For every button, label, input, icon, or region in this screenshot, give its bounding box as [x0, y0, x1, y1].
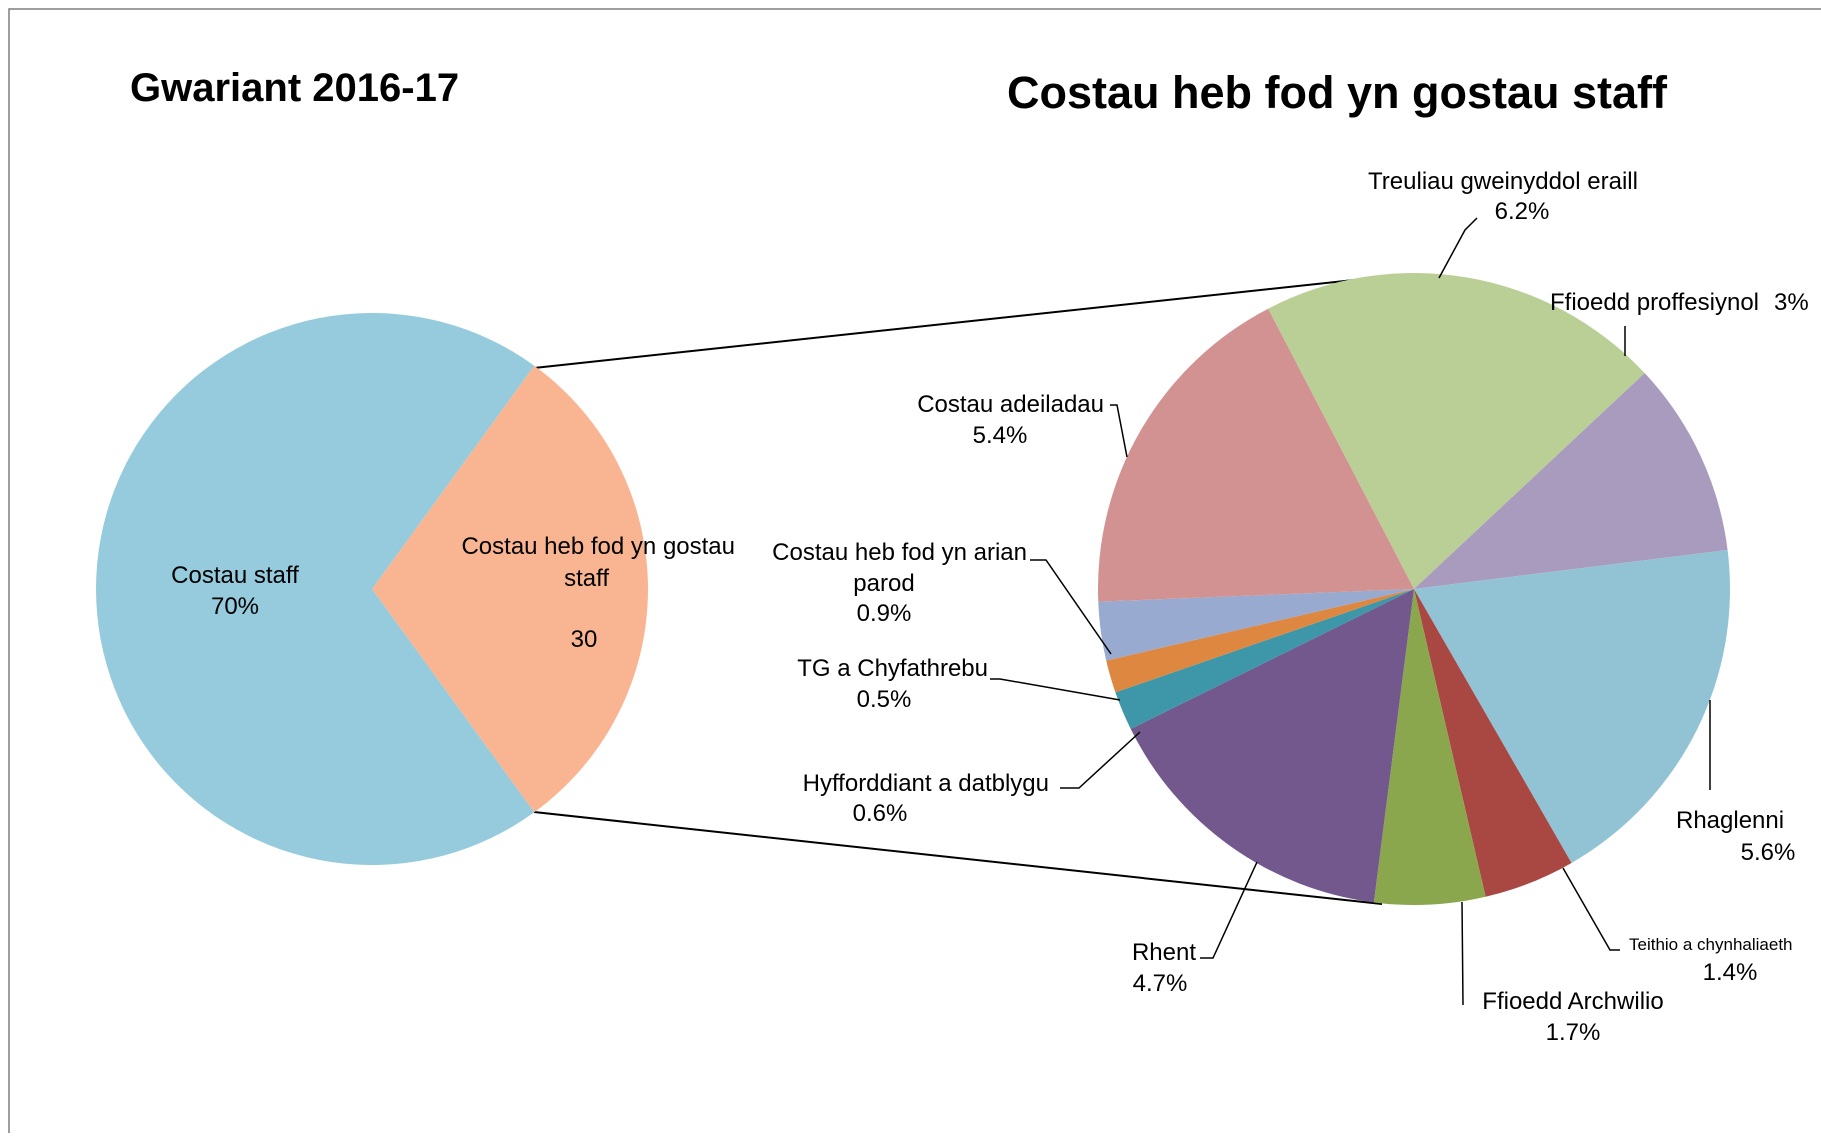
label-rhent-value: 4.7% — [1133, 970, 1188, 997]
connector-line-bottom — [533, 811, 1383, 905]
label-tg-name: TG a Chyfathrebu — [797, 655, 988, 682]
label-rhaglenni-name: Rhaglenni — [1676, 807, 1784, 834]
label-costau-heb-arian-value: 0.9% — [857, 600, 912, 627]
label-costau-heb-arian-name-line2: parod — [853, 570, 914, 597]
label-rhent-name: Rhent — [1132, 939, 1196, 966]
label-rhaglenni-value: 5.6% — [1741, 839, 1796, 866]
leader-line-costau-heb-arian — [1030, 559, 1112, 655]
leader-line-rhent — [1200, 861, 1258, 959]
left-pie-title: Gwariant 2016-17 — [130, 66, 459, 110]
connector-line-top — [533, 276, 1383, 369]
label-teithio-name: Teithio a chynhaliaeth — [1629, 935, 1793, 954]
right-pie-slice-rhaglenni — [1414, 549, 1731, 863]
label-costau-heb-fod-name-line1: Costau heb fod yn gostau — [461, 533, 735, 560]
right-pie-slice-ffioedd-archwilio — [1373, 589, 1486, 906]
label-costau-staff-value: 70% — [211, 593, 259, 620]
right-pie-slice-tg-a-chyfathrebu — [1106, 589, 1414, 693]
label-costau-staff-name: Costau staff — [171, 562, 299, 589]
label-costau-heb-fod-name-line2: staff — [564, 565, 609, 592]
leader-line-ffioedd-archwilio — [1461, 901, 1464, 1006]
right-pie-title: Costau heb fod yn gostau staff — [1007, 67, 1668, 118]
left-pie-slice-costau-heb-fod-yn-gostau-staff — [372, 365, 649, 813]
leader-line-hyfforddiant — [1060, 731, 1141, 789]
chart-border — [8, 8, 1821, 1138]
right-pie-slice-rhent — [1130, 589, 1414, 903]
label-costau-adeiladau-value: 5.4% — [973, 422, 1028, 449]
label-ffioedd-proffesiynol-value: 3% — [1774, 289, 1809, 316]
label-costau-adeiladau-name: Costau adeiladau — [917, 391, 1104, 418]
label-treuliau-name: Treuliau gweinyddol eraill — [1368, 168, 1638, 195]
right-pie — [1097, 272, 1731, 906]
label-treuliau-value: 6.2% — [1495, 198, 1550, 225]
leader-lines — [990, 217, 1711, 1006]
label-tg-value: 0.5% — [857, 686, 912, 713]
leader-line-treuliau — [1438, 217, 1478, 279]
label-teithio-value: 1.4% — [1703, 959, 1758, 986]
right-pie-slice-ffioedd-proffesiynol — [1414, 373, 1728, 589]
leader-line-teithio — [1562, 867, 1620, 951]
right-pie-slice-costau-adeiladau — [1097, 308, 1414, 602]
left-pie-slice-costau-staff — [96, 313, 535, 866]
left-pie — [96, 313, 649, 866]
label-costau-heb-arian-name-line1: Costau heb fod yn arian — [772, 539, 1027, 566]
right-pie-slice-costau-heb-fod-yn-arian-parod — [1098, 589, 1414, 661]
right-pie-slice-treuliau-gweinyddol-eraill — [1268, 272, 1645, 589]
right-pie-slice-hyfforddiant-a-datblygu — [1115, 589, 1414, 730]
label-costau-heb-fod-value: 30 — [571, 626, 598, 653]
label-ffioedd-archwilio-value: 1.7% — [1546, 1019, 1601, 1046]
label-ffioedd-proffesiynol-name: Ffioedd proffesiynol — [1550, 289, 1759, 316]
right-pie-slice-teithio-a-chynhaliaeth — [1414, 589, 1572, 897]
leader-line-tg — [990, 678, 1121, 701]
label-hyfforddiant-value: 0.6% — [853, 800, 908, 827]
leader-line-costau-adeiladau — [1110, 404, 1128, 458]
label-hyfforddiant-name: Hyfforddiant a datblygu — [803, 770, 1049, 797]
label-ffioedd-archwilio-name: Ffioedd Archwilio — [1482, 988, 1663, 1015]
